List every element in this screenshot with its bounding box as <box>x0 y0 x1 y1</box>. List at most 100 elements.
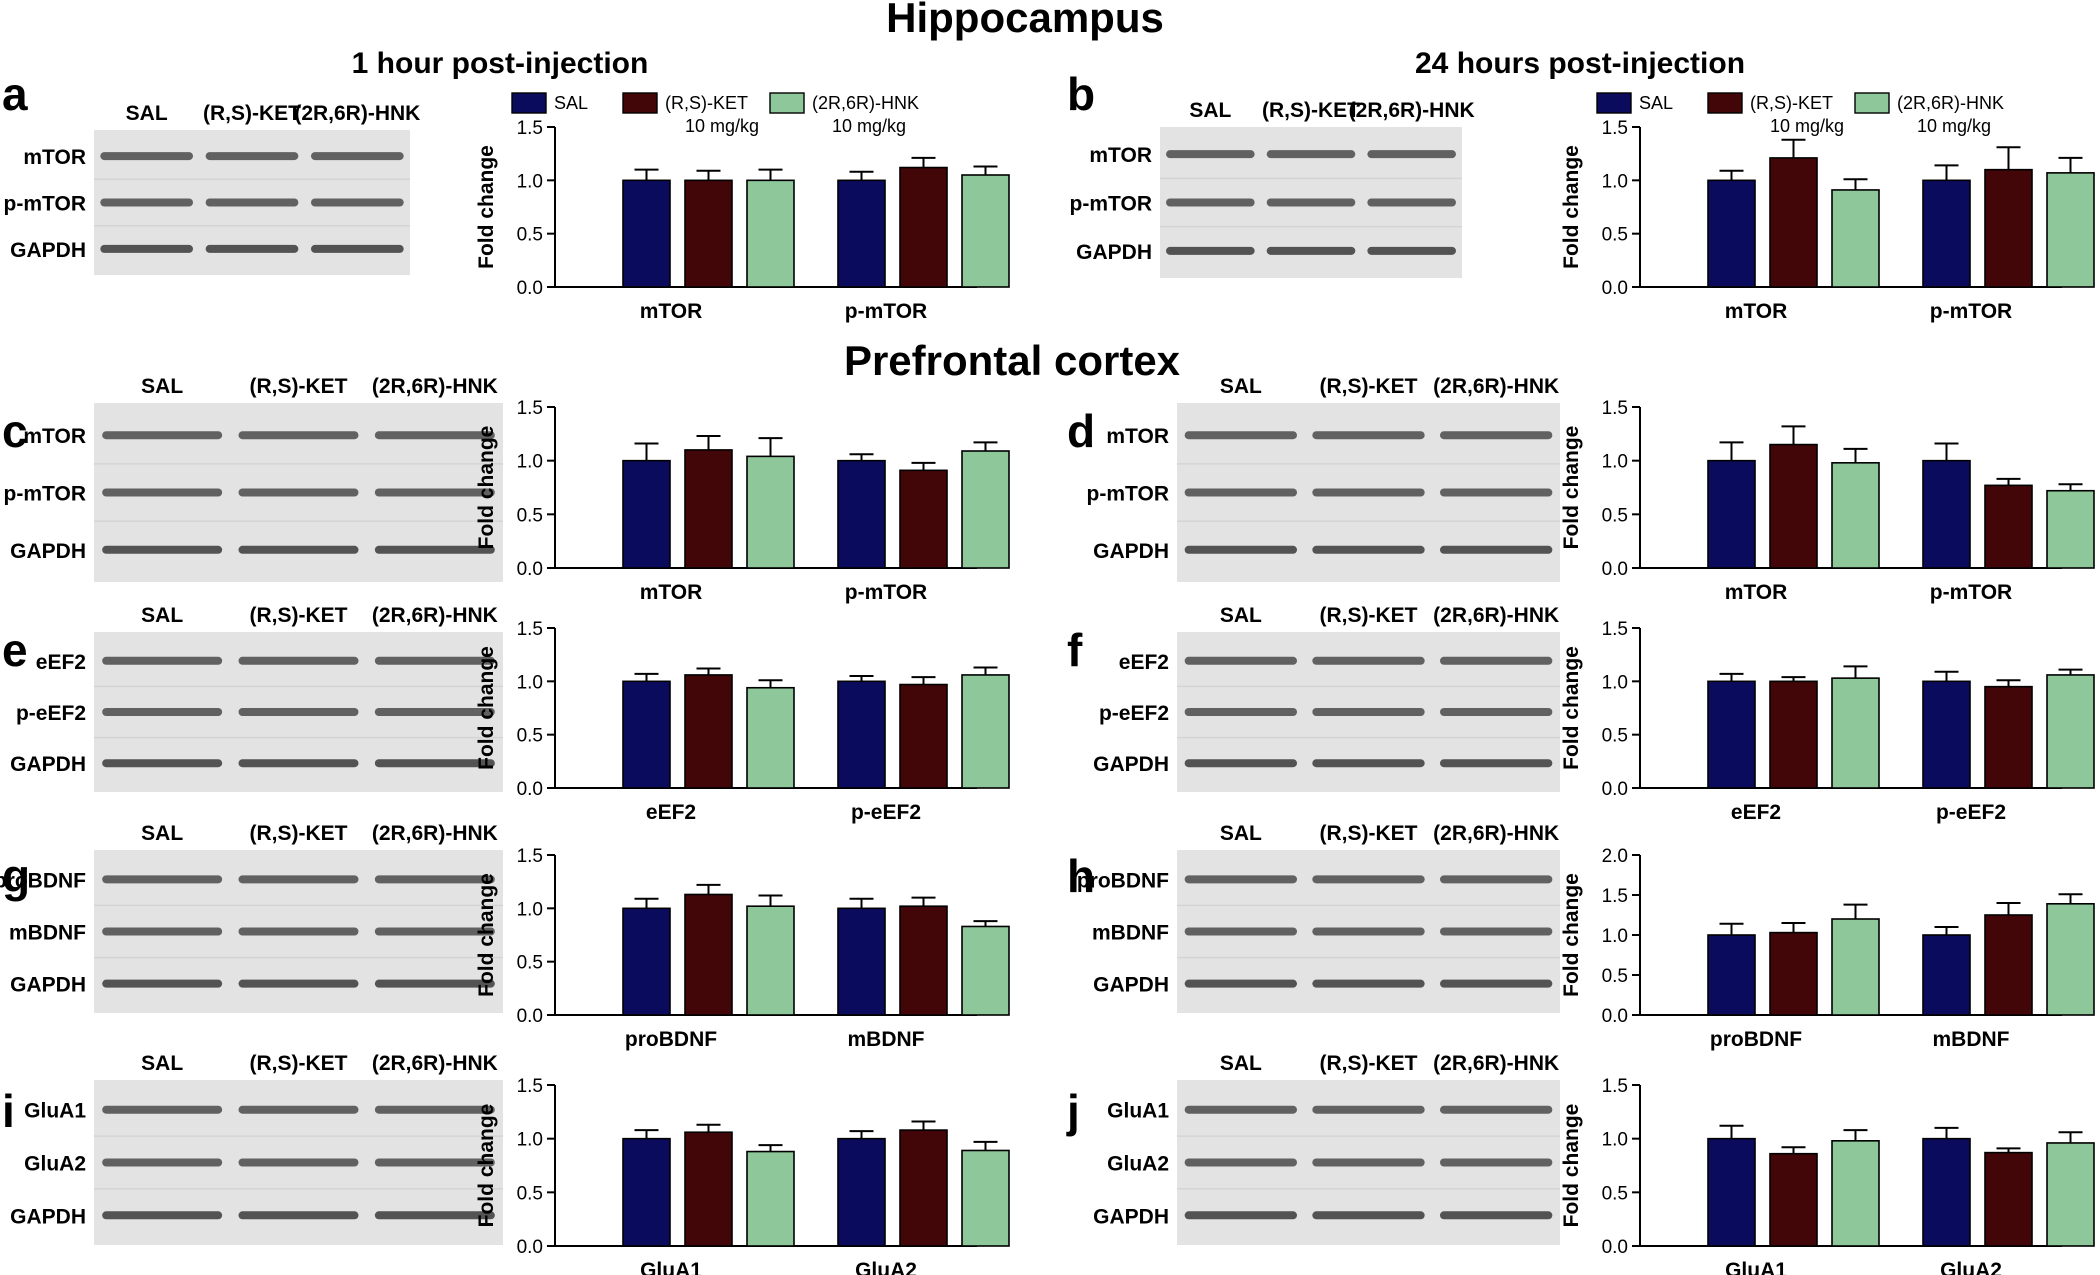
blot-band <box>1184 1105 1298 1114</box>
bar-i-1-2 <box>684 1131 733 1247</box>
y-axis-label: Fold change <box>1560 145 1583 269</box>
bar-a-1-2 <box>684 179 733 288</box>
blot-lane-label: (R,S)-KET <box>250 822 348 845</box>
blot-row-label: GAPDH <box>1093 1205 1169 1228</box>
blot-row-label: mBDNF <box>9 922 86 945</box>
bar-e-1-1 <box>622 680 671 789</box>
blot-band <box>1266 150 1356 159</box>
blot-row-label: eEF2 <box>36 651 86 674</box>
blot-lane-label: SAL <box>1220 375 1262 398</box>
blot-band <box>1184 488 1298 497</box>
blot-band <box>310 198 404 207</box>
blot-band <box>374 488 495 497</box>
y-tick-label: 1.5 <box>517 1076 543 1097</box>
y-tick-label: 0.0 <box>1602 779 1628 800</box>
blot-band <box>1184 927 1298 936</box>
legend-swatch <box>769 92 805 114</box>
blot-band <box>238 708 359 716</box>
blot-band <box>1184 979 1298 988</box>
x-category-label: mBDNF <box>1933 1028 2010 1051</box>
y-tick-label: 0.5 <box>1602 225 1628 246</box>
blot-band <box>310 244 404 253</box>
legend-sublabel: 10 mg/kg <box>1917 116 1991 136</box>
blot-band <box>1312 759 1425 768</box>
legend-label: (R,S)-KET <box>665 93 748 113</box>
legend-swatch <box>622 92 658 114</box>
x-category-label: proBDNF <box>625 1028 717 1051</box>
blot-band <box>374 875 495 884</box>
blot-band <box>102 979 223 988</box>
x-category-label: p-mTOR <box>845 300 927 323</box>
blot-band <box>100 152 194 161</box>
blot-band <box>1166 150 1255 159</box>
bar-f-2-3 <box>2046 674 2095 789</box>
blot-band <box>374 927 495 936</box>
blot-row-label: proBDNF <box>1077 869 1169 892</box>
y-tick-label: 1.5 <box>517 398 543 419</box>
blot-band <box>1184 431 1298 440</box>
blot-band <box>102 1105 223 1114</box>
title-prefrontal: Prefrontal cortex <box>844 337 1181 384</box>
blot-lane-label: (2R,6R)-HNK <box>294 102 420 125</box>
blot-band <box>310 152 404 161</box>
blot-lane-label: SAL <box>141 604 183 627</box>
blot-band <box>1439 875 1553 884</box>
y-tick-label: 1.5 <box>517 118 543 139</box>
y-tick-label: 1.0 <box>1602 926 1628 947</box>
y-tick-label: 1.0 <box>1602 171 1628 192</box>
x-category-label: mTOR <box>640 581 703 604</box>
blot-lane-label: SAL <box>1220 1052 1262 1075</box>
blot-band <box>238 656 359 665</box>
blot-row-label: mTOR <box>23 425 86 448</box>
blot-band <box>1166 198 1255 207</box>
blot-band <box>1312 708 1425 716</box>
blot-band <box>1312 656 1425 665</box>
x-category-label: GluA2 <box>1940 1259 2002 1275</box>
legend-swatch <box>511 92 547 114</box>
blot-row-label: p-eEF2 <box>1099 702 1169 725</box>
blot-band <box>238 759 359 768</box>
blot-band <box>374 656 495 665</box>
legend-label: (2R,6R)-HNK <box>1897 93 2004 113</box>
y-tick-label: 0.0 <box>1602 1237 1628 1258</box>
bar-i-1-3 <box>746 1150 795 1247</box>
blot-band <box>1439 488 1553 497</box>
bar-h-2-3 <box>2046 902 2095 1016</box>
blot-band <box>1312 1158 1425 1167</box>
x-category-label: mTOR <box>640 300 703 323</box>
bar-c-1-2 <box>684 449 733 569</box>
blot-band <box>1312 979 1425 988</box>
y-tick-label: 1.0 <box>517 1130 543 1151</box>
blot-row-label: GluA1 <box>1107 1100 1169 1123</box>
blot-band <box>102 1158 223 1167</box>
y-axis-label: Fold change <box>475 145 498 269</box>
panel-label: g <box>2 850 30 902</box>
bar-j-2-1 <box>1922 1137 1971 1247</box>
blot-row-label: GAPDH <box>10 239 86 262</box>
blot-lane-label: (R,S)-KET <box>250 604 348 627</box>
y-tick-label: 0.5 <box>517 1183 543 1204</box>
panel-label: h <box>1067 850 1095 902</box>
blot-band <box>205 152 299 161</box>
blot-band <box>1184 1211 1298 1220</box>
y-tick-label: 1.0 <box>1602 1130 1628 1151</box>
y-tick-label: 0.5 <box>1602 1183 1628 1204</box>
blot-band <box>205 198 299 207</box>
y-tick-label: 0.5 <box>517 953 543 974</box>
y-tick-label: 1.0 <box>517 171 543 192</box>
bar-b-2-2 <box>1984 168 2033 288</box>
legend-label: SAL <box>1639 93 1673 113</box>
blot-lane-label: (2R,6R)-HNK <box>372 604 498 627</box>
blot-band <box>238 488 359 497</box>
y-tick-label: 0.5 <box>517 505 543 526</box>
blot-band <box>374 1211 495 1220</box>
bar-h-1-2 <box>1769 931 1818 1016</box>
blot-lane-label: SAL <box>1220 822 1262 845</box>
bar-f-1-1 <box>1707 680 1756 789</box>
bar-j-2-2 <box>1984 1151 2033 1247</box>
blot-lane-label: SAL <box>1220 604 1262 627</box>
bar-b-2-3 <box>2046 172 2095 288</box>
blot-row-label: p-eEF2 <box>16 702 86 725</box>
